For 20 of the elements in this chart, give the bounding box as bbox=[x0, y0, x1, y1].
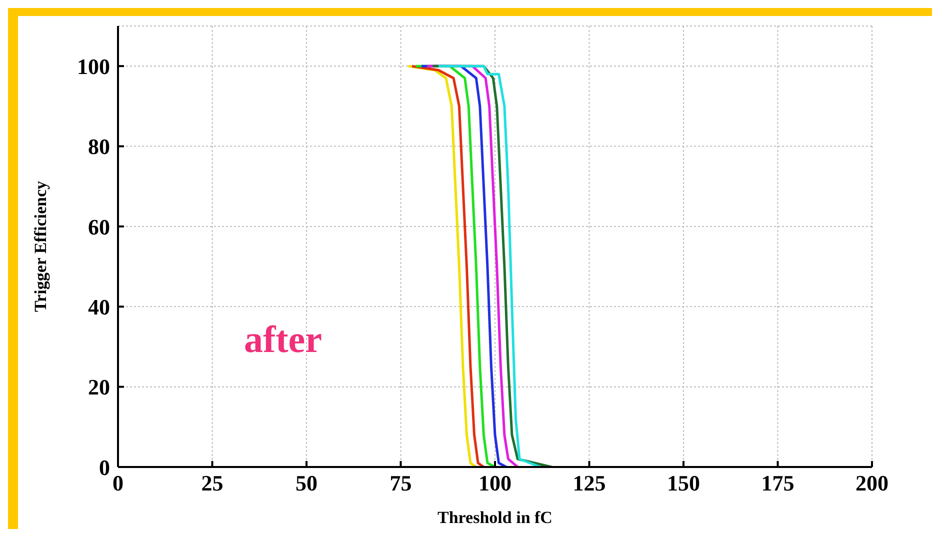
y-tick-label: 80 bbox=[88, 134, 110, 160]
x-tick-label: 25 bbox=[201, 470, 224, 496]
y-axis-title: Trigger Efficiency bbox=[31, 180, 50, 312]
x-tick-label: 75 bbox=[390, 470, 412, 496]
y-tick-label: 100 bbox=[77, 54, 110, 79]
x-axis-title: Threshold in fC bbox=[438, 508, 552, 527]
y-tick-label: 0 bbox=[99, 454, 110, 480]
annotation: after bbox=[244, 318, 322, 362]
x-tick-label: 100 bbox=[478, 470, 512, 496]
y-tick-label: 20 bbox=[88, 374, 110, 400]
x-tick-label: 50 bbox=[296, 470, 318, 496]
x-tick-label: 175 bbox=[761, 470, 794, 496]
y-tick-label: 40 bbox=[88, 294, 110, 320]
line-series bbox=[414, 64, 496, 467]
y-tick-label: 60 bbox=[88, 214, 110, 240]
line-series bbox=[420, 64, 508, 467]
x-tick-label: 150 bbox=[667, 470, 700, 496]
x-tick-label: 125 bbox=[572, 470, 606, 496]
x-tick-label: 200 bbox=[856, 470, 888, 496]
line-series bbox=[426, 64, 519, 467]
